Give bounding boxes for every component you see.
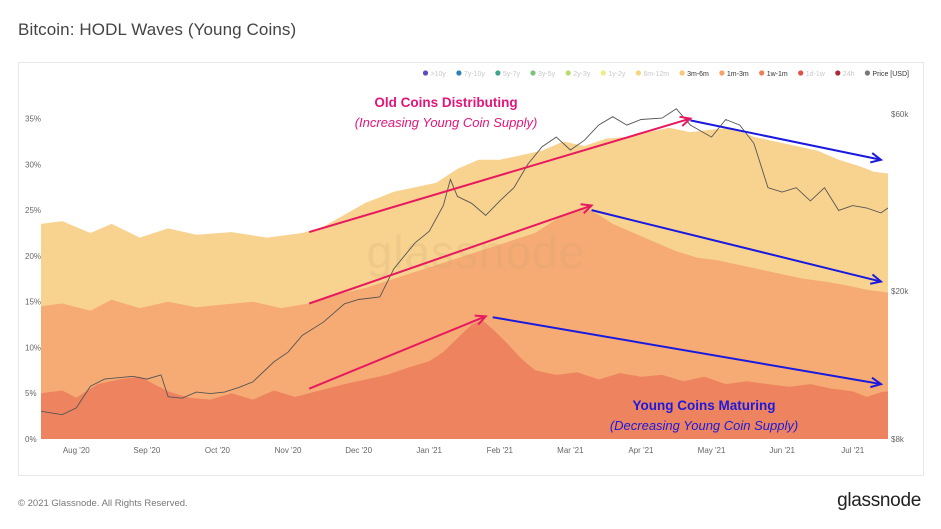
legend-swatch <box>679 70 685 76</box>
legend-label: 1m-3m <box>727 71 749 78</box>
legend-swatch <box>422 70 429 76</box>
trend-arrow-1 <box>308 203 594 305</box>
y2-tick-label: $8k <box>891 435 905 444</box>
legend-item[interactable]: 24h <box>835 70 855 78</box>
trend-arrow-head <box>869 273 884 285</box>
x-tick-label: Apr '21 <box>628 446 654 455</box>
legend-label: 1y-2y <box>608 71 626 78</box>
y-tick-label: 35% <box>25 115 41 124</box>
legend-swatch <box>798 70 804 76</box>
glassnode-logo[interactable]: glassnode <box>837 490 921 511</box>
x-tick-label: Aug '20 <box>63 446 90 455</box>
legend-swatch <box>600 70 606 76</box>
page-title: Bitcoin: HODL Waves (Young Coins) <box>18 20 297 39</box>
x-tick-label: Dec '20 <box>345 446 372 455</box>
legend-swatch <box>456 70 462 76</box>
legend-label: 2y-3y <box>573 71 591 78</box>
y-tick-label: 25% <box>25 206 41 215</box>
annotation-text: (Decreasing Young Coin Supply) <box>610 418 798 433</box>
trend-arrow-shaft <box>591 209 882 283</box>
copyright-text: © 2021 Glassnode. All Rights Reserved. <box>18 498 188 509</box>
chart-panel: glassnode 0% 5% 10% 15% 20% 25% 30% 35% $8k $20k $… <box>18 62 924 476</box>
price-line <box>40 108 889 416</box>
trend-arrow-head <box>679 115 693 127</box>
legend-item[interactable]: Price [USD] <box>864 70 909 78</box>
annotation-text: Young Coins Maturing <box>633 398 776 413</box>
legend-label: 5y-7y <box>503 71 521 78</box>
legend-swatch <box>635 70 641 76</box>
legend-item[interactable]: 7y-10y <box>456 70 485 78</box>
y-tick-label: 20% <box>25 252 41 261</box>
trend-arrow-shaft <box>308 117 691 234</box>
x-tick-label: Oct '20 <box>205 446 231 455</box>
legend-item[interactable]: 1d-1w <box>798 70 826 78</box>
y2-tick-label: $20k <box>891 287 909 296</box>
legend-swatch <box>530 70 536 76</box>
y-tick-label: 5% <box>25 389 37 398</box>
trend-arrow-3 <box>690 119 884 164</box>
trend-arrow-shaft <box>308 315 487 390</box>
x-tick-label: Nov '20 <box>275 446 302 455</box>
legend-swatch <box>864 70 870 76</box>
legend-swatch <box>719 70 725 76</box>
legend-label: 1d-1w <box>806 71 826 78</box>
legend-label: 3m-6m <box>687 71 709 78</box>
legend-item[interactable]: >10y <box>422 70 447 78</box>
legend-label: 24h <box>843 71 855 78</box>
x-tick-label: Jun '21 <box>769 446 795 455</box>
legend-swatch <box>835 70 841 76</box>
watermark: glassnode <box>367 226 586 278</box>
legend-item[interactable]: 1m-3m <box>719 70 749 78</box>
trend-arrow-shaft <box>492 316 882 386</box>
trend-arrow-0 <box>308 115 693 234</box>
x-tick-label: Jul '21 <box>841 446 864 455</box>
legend-label: 1w-1m <box>767 71 788 78</box>
trend-arrow-head <box>870 376 884 389</box>
trend-arrow-head <box>474 314 488 326</box>
annotation-text: Old Coins Distributing <box>374 95 517 110</box>
area-series-2 <box>41 320 888 439</box>
legend-item[interactable]: 2y-3y <box>565 70 591 78</box>
y-tick-label: 15% <box>25 298 41 307</box>
y2-tick-label: $60k <box>891 110 909 119</box>
trend-arrow-shaft <box>690 119 882 161</box>
x-tick-label: May '21 <box>698 446 726 455</box>
legend-swatch <box>495 70 501 76</box>
trend-arrow-2 <box>308 314 488 390</box>
x-tick-label: Feb '21 <box>487 446 514 455</box>
legend-label: Price [USD] <box>872 71 909 78</box>
legend-item[interactable]: 1y-2y <box>600 70 626 78</box>
legend-item[interactable]: 3y-5y <box>530 70 556 78</box>
hodl-waves-chart: glassnode 0% 5% 10% 15% 20% 25% 30% 35% $8k $20k $… <box>25 70 909 455</box>
legend-swatch <box>759 70 765 76</box>
legend-label: >10y <box>431 71 447 78</box>
trend-arrow-shaft <box>308 204 592 305</box>
trend-arrow-4 <box>591 209 884 285</box>
legend-label: 3y-5y <box>538 71 556 78</box>
legend-item[interactable]: 1w-1m <box>759 70 788 78</box>
y-tick-label: 30% <box>25 160 41 169</box>
legend-item[interactable]: 6m-12m <box>635 70 669 78</box>
trend-arrow-head <box>870 152 884 164</box>
x-tick-label: Sep '20 <box>133 446 160 455</box>
y-tick-label: 0% <box>25 435 37 444</box>
legend-label: 7y-10y <box>464 71 486 78</box>
x-tick-label: Jan '21 <box>416 446 442 455</box>
x-tick-label: Mar '21 <box>557 446 584 455</box>
legend-label: 6m-12m <box>643 71 669 78</box>
legend-item[interactable]: 3m-6m <box>679 70 710 78</box>
trend-arrow-5 <box>492 316 884 389</box>
legend-item[interactable]: 5y-7y <box>495 70 521 78</box>
legend-swatch <box>565 70 571 76</box>
annotation-text: (Increasing Young Coin Supply) <box>355 115 538 130</box>
y-tick-label: 10% <box>25 343 41 352</box>
trend-arrow-head <box>580 203 594 215</box>
